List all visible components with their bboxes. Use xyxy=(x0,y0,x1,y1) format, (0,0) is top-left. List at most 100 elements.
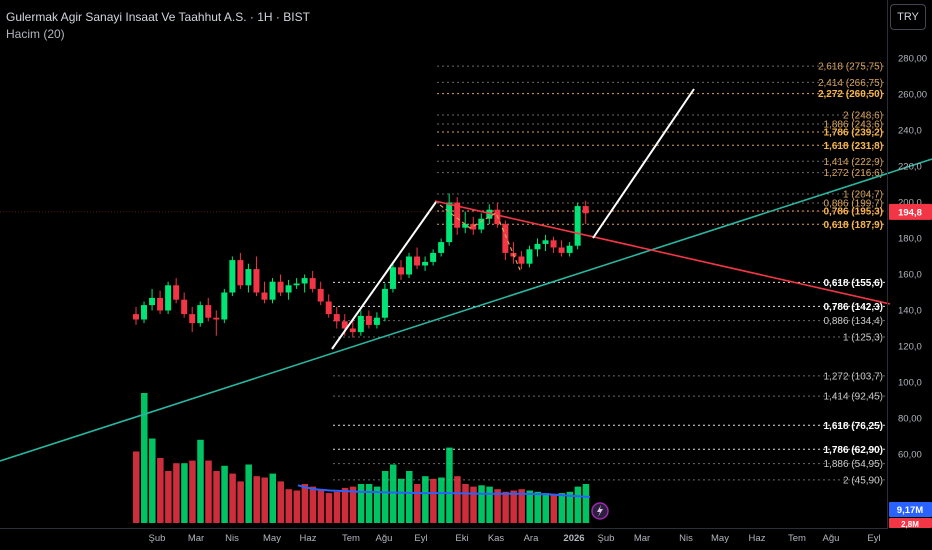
volume-bar xyxy=(205,460,212,523)
fib-level-label: 0,618 (155,6) xyxy=(824,278,884,289)
candle-body xyxy=(285,285,292,293)
candle-body xyxy=(470,224,477,230)
volume-bar xyxy=(414,484,421,523)
volume-bar xyxy=(574,486,582,523)
volume-bar xyxy=(293,490,301,523)
candle-body xyxy=(181,299,188,315)
fib-level-label: 0,786 (142,3) xyxy=(824,302,884,313)
x-tick-label: 2026 xyxy=(563,533,584,544)
time-axis[interactable]: Şub Mar Nis May Haz Tem Ağu Eyl Eki Kas Ara 2026 Şub… xyxy=(0,528,888,545)
x-tick-label: Eyl xyxy=(867,533,880,544)
candle-body xyxy=(301,278,308,284)
fib-level-label: 1 (125,3) xyxy=(843,332,883,343)
volume-bar xyxy=(422,476,429,523)
candle-body xyxy=(277,281,284,293)
candle-body xyxy=(333,314,340,322)
fibonacci-levels: 2,618 (275,75) 2,414 (266,75)2,272 (260,5… xyxy=(333,62,885,486)
fib-level-label: 1,414 (92,45) xyxy=(824,392,884,403)
fib-level-label: 0,786 (195,3) xyxy=(824,206,884,217)
candle-body xyxy=(526,249,533,264)
fib-level-label: 1,786 (62,90) xyxy=(824,445,884,456)
candle-body xyxy=(205,305,212,318)
candle-body xyxy=(397,267,404,275)
fib-level-label: 2,272 (260,50) xyxy=(818,89,883,100)
volume-ma-line xyxy=(297,484,591,498)
candle-body xyxy=(189,314,196,324)
volume-value-label-2: 2,8M xyxy=(901,520,919,529)
candle-body xyxy=(237,260,244,286)
candle-body xyxy=(542,240,549,244)
candle-body xyxy=(157,297,164,311)
volume-bar xyxy=(526,490,533,523)
volume-bar xyxy=(277,481,285,523)
candle-body xyxy=(261,292,268,300)
volume-bar xyxy=(550,494,558,523)
candle-body xyxy=(253,269,260,293)
candle-body xyxy=(446,202,453,243)
resistance-trendline xyxy=(434,200,891,305)
x-tick-label: Tem xyxy=(342,533,360,544)
y-tick-label: 80,00 xyxy=(898,414,922,425)
x-tick-label: Ağu xyxy=(376,533,393,544)
volume-bar xyxy=(325,493,333,523)
volume-bar xyxy=(189,460,196,523)
volume-value-label: 9,17M xyxy=(897,505,923,516)
volume-bar xyxy=(373,486,381,523)
last-price-tag xyxy=(889,203,932,220)
candle-body xyxy=(349,328,356,333)
candle-body xyxy=(173,285,180,300)
x-tick-label: Eki xyxy=(455,533,468,544)
candle-body xyxy=(389,267,396,289)
volume-bar xyxy=(285,489,293,523)
y-tick-label: 180,0 xyxy=(898,234,922,245)
volume-bars xyxy=(133,393,591,523)
candle-body xyxy=(293,283,300,286)
volume-bar xyxy=(566,491,574,523)
volume-bar xyxy=(245,464,252,523)
candle-body xyxy=(422,261,429,266)
fib-level-label: 1,786 (239,2) xyxy=(824,127,884,138)
candle-body xyxy=(381,288,388,318)
fib-level-label: 0,618 (187,9) xyxy=(824,220,884,231)
candle-body xyxy=(229,260,236,293)
currency-button[interactable]: TRY xyxy=(890,4,926,30)
x-tick-label: Nis xyxy=(225,533,239,544)
volume-bar xyxy=(502,491,509,523)
volume-bar xyxy=(486,486,493,523)
volume-bar xyxy=(518,489,525,523)
y-tick-label: 220,0 xyxy=(898,162,922,173)
candle-body xyxy=(221,292,228,320)
fib-level-label: 0,886 (134,4) xyxy=(824,316,884,327)
candle-body xyxy=(574,206,581,246)
volume-bar xyxy=(389,464,397,523)
fib-level-label: 0,886 (199,7) xyxy=(824,199,884,210)
candle-body xyxy=(357,315,364,333)
x-tick-label: Mar xyxy=(634,533,650,544)
fib-level-label: 1 (204,7) xyxy=(843,190,883,201)
last-price-label: 194,8 xyxy=(898,207,922,218)
y-tick-label: 100,0 xyxy=(898,378,922,389)
trendlines xyxy=(0,88,932,520)
candle-body xyxy=(141,305,148,320)
x-tick-label: May xyxy=(711,533,729,544)
y-tick-label: 140,0 xyxy=(898,306,922,317)
volume-bar xyxy=(269,473,277,523)
volume-bar xyxy=(430,478,437,523)
volume-bar xyxy=(478,485,485,523)
y-tick-label: 280,00 xyxy=(898,54,927,65)
price-axis[interactable]: 280,00 260,00 240,0 220,0 200,0 180,0 160,0 140… xyxy=(887,0,928,528)
volume-bar xyxy=(406,471,413,523)
candle-body xyxy=(478,218,485,230)
volume-bar xyxy=(534,491,541,523)
volume-bar xyxy=(309,486,317,523)
candle-body xyxy=(269,281,276,300)
candle-body xyxy=(438,242,445,253)
candlesticks xyxy=(133,193,589,338)
volume-bar xyxy=(197,439,204,523)
candle-body xyxy=(534,243,541,250)
volume-bar xyxy=(165,471,172,523)
volume-indicator-label[interactable]: Hacim (20) xyxy=(6,27,65,41)
y-tick-label: 60,00 xyxy=(898,450,922,461)
y-tick-label: 160,0 xyxy=(898,270,922,281)
